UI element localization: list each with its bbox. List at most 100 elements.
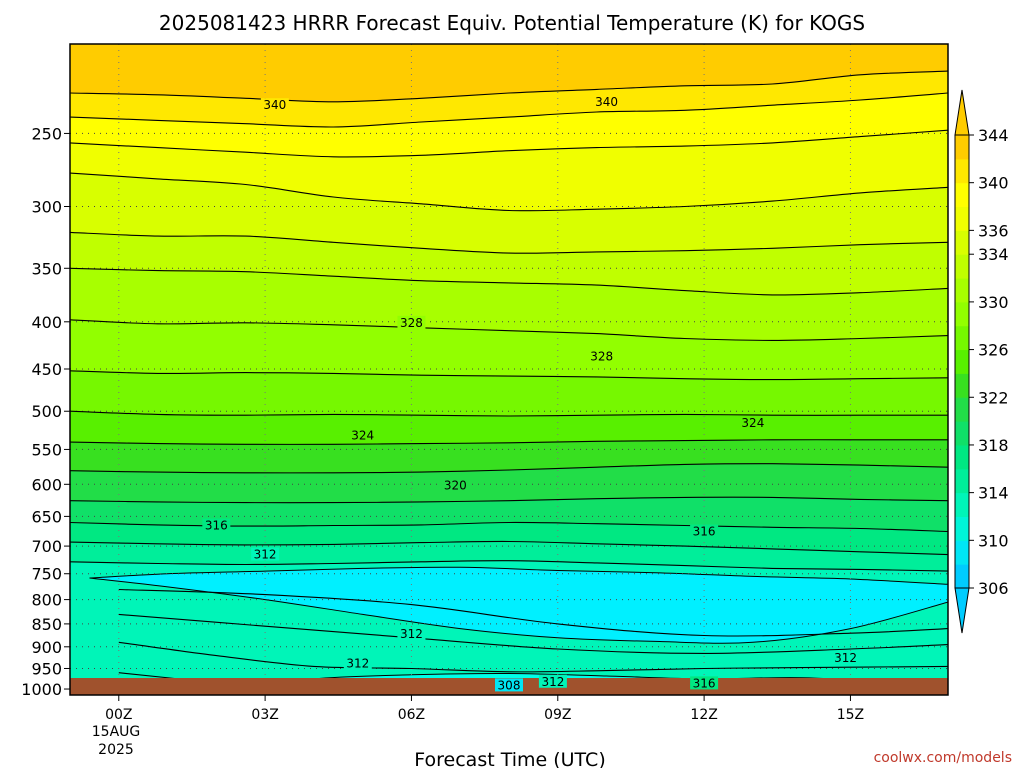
contour-line (70, 172, 948, 212)
y-tick-label: 950 (31, 659, 62, 678)
x-axis-label: Forecast Time (UTC) (414, 749, 605, 768)
contour-label-bg (348, 428, 377, 442)
colorbar-band (955, 182, 969, 208)
contour-label: 316 (690, 676, 719, 690)
y-tick-label: 650 (31, 507, 62, 526)
contour-label-bg (738, 416, 767, 430)
contour-label-bg (690, 524, 719, 538)
y-tick-label: 900 (31, 638, 62, 657)
contour-label-text: 312 (834, 651, 857, 665)
contour-label-bg (690, 676, 719, 690)
contour-line (70, 410, 948, 417)
colorbar-band (955, 397, 969, 422)
credit-label: coolwx.com/models (874, 750, 1012, 766)
contour-label: 340 (260, 98, 289, 112)
contour-label-text: 312 (254, 548, 277, 562)
contour-label-bg (260, 98, 289, 112)
contour-line (70, 560, 948, 572)
contour-line (70, 463, 948, 474)
y-tick-label: 850 (31, 615, 62, 634)
contour-line (118, 588, 948, 637)
colorbar: 306 310 314 318 322 326 330 334 336 340 344 (954, 89, 1009, 634)
y-axis-ticks: 250 300 350 400 450 500 550 600 650 700 750 800 850 9… (21, 124, 70, 699)
colorbar-band (955, 492, 969, 517)
date-label-year: 2025 (98, 742, 134, 758)
colorbar-band (955, 564, 969, 589)
contour-label-text: 324 (741, 416, 764, 430)
contour-label-text: 328 (400, 316, 423, 330)
contour-line (70, 267, 948, 296)
colorbar-label: 336 (978, 221, 1009, 240)
colorbar-band (955, 325, 969, 351)
contour-line (70, 370, 948, 381)
contour-line (70, 319, 948, 341)
contour-label-bg (831, 650, 860, 664)
contour-label-text: 320 (444, 479, 467, 493)
contour-label-bg (538, 674, 567, 688)
contour-label-bg (441, 478, 470, 492)
colorbar-band (955, 516, 969, 541)
contour-line (118, 641, 948, 673)
colorbar-band (955, 254, 969, 279)
contour-label-bg (343, 656, 372, 670)
chart-title: 2025081423 HRRR Forecast Equiv. Potentia… (159, 11, 865, 35)
colorbar-band (955, 468, 969, 494)
contour-label: 312 (538, 674, 567, 689)
colorbar-min-arrow (954, 587, 970, 634)
x-axis-ticks: 00Z 03Z 06Z 09Z 12Z 15Z (105, 695, 864, 723)
x-tick-label: 12Z (690, 707, 717, 723)
y-tick-label: 500 (31, 402, 62, 421)
contour-label-text: 340 (595, 95, 618, 109)
colorbar-band (955, 444, 969, 470)
colorbar-frame (954, 134, 970, 589)
contour-line (70, 496, 948, 504)
colorbar-band (955, 158, 969, 184)
contour-label: 308 (495, 678, 523, 692)
colorbar-band (955, 349, 969, 374)
contour-label-text: 316 (693, 525, 716, 539)
x-tick-label: 06Z (398, 707, 425, 723)
contour-labels: 340 340 328 328 324 324 320 316 316 312 312 312 312 3… (202, 94, 860, 692)
y-tick-label: 750 (31, 565, 62, 584)
y-tick-label: 550 (31, 440, 62, 459)
colorbar-band (955, 301, 969, 327)
contour-label-bg (397, 315, 426, 329)
colorbar-label: 318 (978, 436, 1009, 455)
y-tick-label: 400 (31, 313, 62, 332)
colorbar-label: 330 (978, 293, 1009, 312)
contour-label-text: 312 (346, 656, 369, 670)
colorbar-band (955, 206, 969, 231)
contour-label-bg (587, 349, 616, 363)
y-tick-label: 350 (31, 259, 62, 278)
contour-label-text: 308 (498, 678, 521, 692)
colorbar-label: 306 (978, 579, 1009, 598)
colorbar-max-arrow (954, 89, 970, 136)
contour-label-bg (592, 94, 621, 108)
colorbar-band (955, 373, 969, 398)
contour-label: 316 (202, 518, 231, 533)
contour-label: 340 (592, 94, 621, 109)
low-theta-blob (89, 566, 948, 644)
contour-label-text: 324 (351, 428, 374, 442)
contour-line (70, 129, 948, 158)
contour-line (70, 439, 948, 445)
y-tick-label: 600 (31, 475, 62, 494)
colorbar-band (955, 230, 969, 255)
contour-label: 328 (397, 315, 426, 330)
x-tick-label: 03Z (251, 707, 278, 723)
contour-label-bg (397, 627, 426, 641)
colorbar-band (955, 421, 969, 446)
y-tick-label: 1000 (21, 680, 62, 699)
colorbar-label: 344 (978, 126, 1009, 145)
y-tick-label: 700 (31, 537, 62, 556)
contour-label: 312 (343, 656, 372, 670)
contour-label: 324 (738, 416, 767, 430)
contour-label-text: 316 (205, 519, 228, 533)
date-label-day: 15AUG (92, 724, 141, 740)
contour-label: 316 (690, 524, 719, 539)
contour-label: 328 (587, 349, 616, 363)
colorbar-label: 314 (978, 484, 1009, 503)
contour-line (70, 540, 948, 556)
contour-line (118, 613, 948, 654)
